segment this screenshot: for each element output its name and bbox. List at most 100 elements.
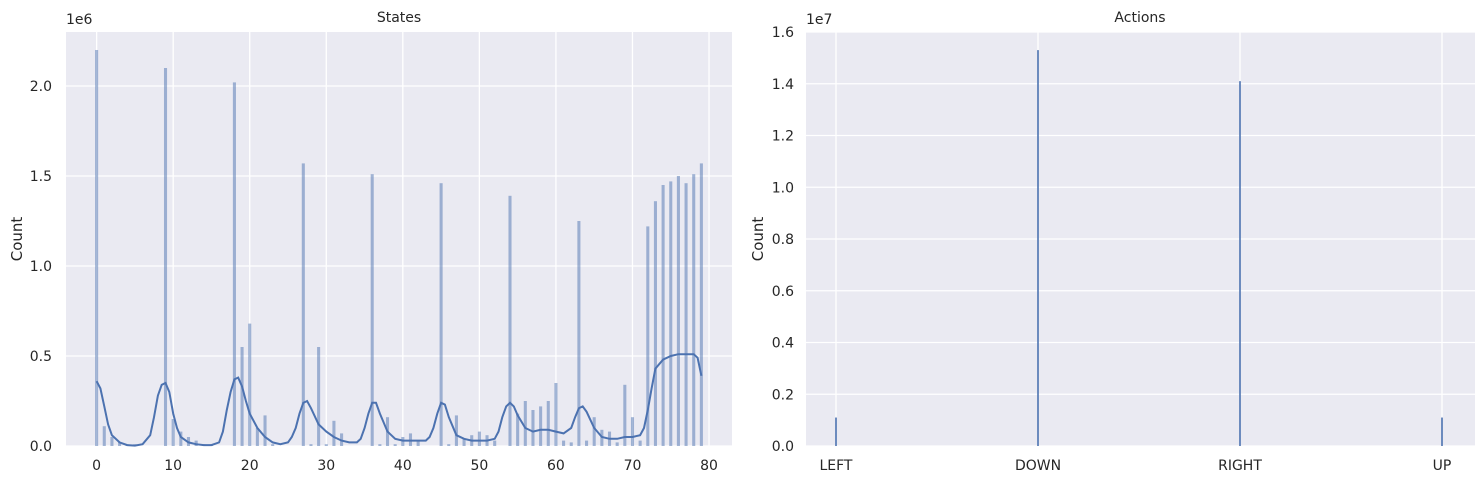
states-bar (416, 440, 420, 446)
states-x-tick-label: 10 (164, 458, 182, 474)
states-kde-line (95, 353, 703, 447)
states-bar (523, 401, 527, 446)
states-bar (171, 419, 175, 446)
states-bar (179, 431, 183, 446)
states-bar (163, 68, 168, 446)
states-y-ticks: 0.0 0.5 1.0 1.5 2.0 (30, 79, 52, 455)
actions-x-tick-label: UP (1433, 458, 1452, 474)
actions-y-tick-label: 1.0 (772, 180, 794, 196)
states-bar (255, 428, 259, 446)
states-bar (684, 183, 688, 446)
states-panel: 0 10 20 30 40 50 60 70 80 0.0 0.5 1.0 1.5 2.0 States… (8, 10, 732, 474)
states-bar (493, 440, 497, 446)
states-title: States (377, 10, 421, 26)
states-plot-area (66, 32, 732, 446)
states-bar (439, 183, 443, 446)
actions-bar-left (835, 417, 837, 446)
actions-y-tick-label: 1.4 (772, 77, 794, 93)
states-bar (630, 417, 635, 446)
states-x-tick-label: 20 (241, 458, 259, 474)
actions-x-ticks: LEFT DOWN RIGHT UP (819, 458, 1451, 474)
states-bar (653, 201, 657, 446)
states-x-ticks: 0 10 20 30 40 50 60 70 80 (92, 458, 718, 474)
states-bar (623, 384, 627, 446)
states-x-tick-label: 0 (92, 458, 101, 474)
actions-y-offset-text: 1e7 (806, 12, 832, 28)
states-bar (102, 426, 106, 446)
states-bar (539, 406, 543, 446)
states-bar (477, 431, 481, 446)
states-bar (110, 437, 114, 446)
states-bar (248, 323, 252, 446)
states-bar (332, 420, 336, 446)
states-bar (562, 440, 566, 446)
states-bars (95, 50, 703, 447)
states-x-tick-label: 80 (700, 458, 718, 474)
actions-bar-up (1441, 417, 1443, 446)
actions-bars (835, 50, 1443, 447)
actions-bar-right (1239, 81, 1241, 446)
states-bar (692, 174, 696, 446)
actions-y-label: Count (749, 217, 767, 262)
states-bar (271, 444, 275, 446)
actions-x-tick-label: DOWN (1015, 458, 1061, 474)
actions-y-tick-label: 1.6 (772, 25, 794, 41)
actions-y-tick-label: 0.2 (772, 387, 794, 403)
states-bar (516, 413, 520, 446)
states-x-tick-label: 50 (470, 458, 488, 474)
states-bar (615, 442, 619, 446)
states-y-tick-label: 0.5 (30, 349, 52, 365)
states-bar (317, 347, 321, 446)
states-bar (240, 347, 244, 446)
states-bar (454, 415, 458, 446)
states-bar (301, 163, 305, 446)
states-y-label: Count (8, 217, 26, 262)
states-bar (309, 444, 313, 446)
states-bar (585, 440, 589, 446)
states-x-tick-label: 40 (394, 458, 412, 474)
states-bar (546, 401, 550, 446)
states-bar (263, 415, 267, 446)
states-bar (95, 50, 99, 446)
states-y-tick-label: 2.0 (30, 79, 52, 95)
actions-x-tick-label: RIGHT (1218, 458, 1262, 474)
states-bar (554, 383, 558, 446)
states-bar (638, 440, 642, 446)
states-bar (462, 438, 466, 446)
states-bar (531, 410, 535, 446)
states-x-tick-label: 70 (624, 458, 642, 474)
states-bar (569, 442, 573, 446)
states-bar (447, 444, 451, 446)
states-bar (592, 417, 596, 446)
states-y-tick-label: 0.0 (30, 439, 52, 455)
states-x-tick-label: 30 (317, 458, 335, 474)
states-bar (118, 442, 122, 446)
actions-y-tick-label: 0.8 (772, 232, 794, 248)
states-grid (66, 32, 732, 447)
states-bar (676, 176, 680, 446)
actions-y-tick-label: 0.4 (772, 336, 794, 352)
states-y-offset-text: 1e6 (66, 12, 93, 28)
states-bar (646, 226, 650, 446)
states-bar (232, 82, 236, 447)
actions-y-ticks: 0.0 0.2 0.4 0.6 0.8 1.0 1.2 1.4 1.6 (772, 25, 794, 455)
actions-bar-down (1037, 50, 1039, 447)
states-bar (324, 444, 328, 446)
actions-x-tick-label: LEFT (819, 458, 852, 474)
states-bar (370, 174, 374, 446)
states-bar (508, 195, 512, 446)
states-bar (393, 444, 397, 446)
states-bar (661, 185, 665, 446)
actions-y-tick-label: 0.6 (772, 284, 794, 300)
states-y-tick-label: 1.0 (30, 259, 52, 275)
actions-panel: LEFT DOWN RIGHT UP 0.0 0.2 0.4 0.6 0.8 1.0 1.2 1.4… (749, 10, 1475, 474)
actions-y-tick-label: 1.2 (772, 129, 794, 145)
states-bar (669, 181, 673, 446)
states-y-tick-label: 1.5 (30, 169, 52, 185)
states-bar (577, 221, 581, 446)
states-x-tick-label: 60 (547, 458, 565, 474)
states-bar (378, 444, 382, 446)
actions-y-tick-label: 0.0 (772, 439, 794, 455)
states-bar (699, 163, 703, 446)
